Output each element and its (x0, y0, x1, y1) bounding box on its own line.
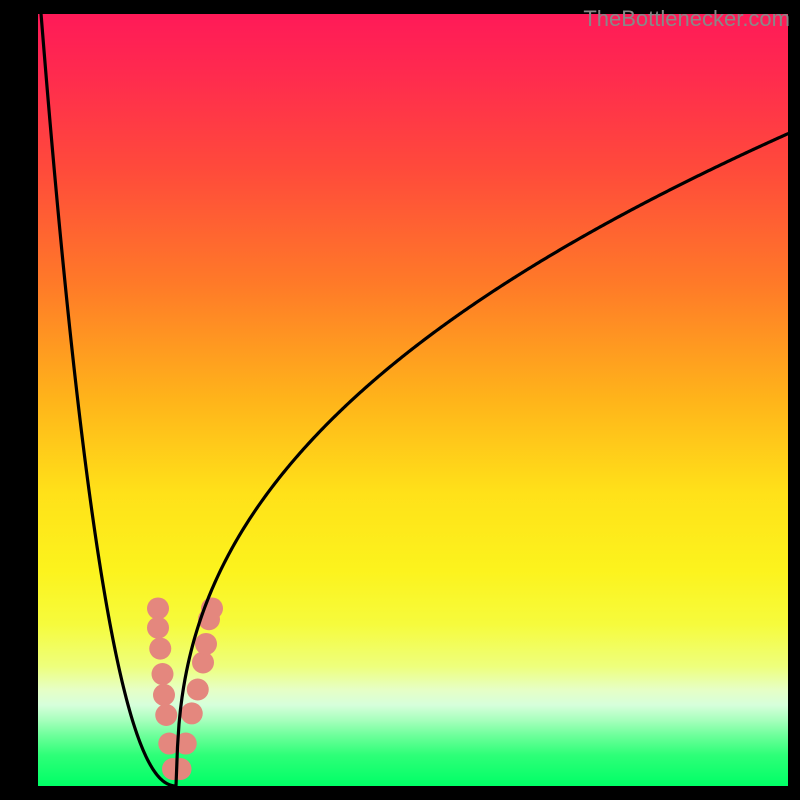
data-marker (153, 684, 175, 706)
watermark-text: TheBottlenecker.com (583, 6, 790, 31)
data-marker (147, 617, 169, 639)
data-marker (149, 638, 171, 660)
bottleneck-chart: TheBottlenecker.com (0, 0, 800, 800)
plot-gradient-background (38, 14, 788, 786)
data-marker (147, 597, 169, 619)
data-marker (192, 651, 214, 673)
chart-svg: TheBottlenecker.com (0, 0, 800, 800)
data-marker (195, 633, 217, 655)
data-marker (152, 663, 174, 685)
data-marker (181, 702, 203, 724)
data-marker (187, 679, 209, 701)
data-marker (155, 704, 177, 726)
data-marker (170, 758, 192, 780)
